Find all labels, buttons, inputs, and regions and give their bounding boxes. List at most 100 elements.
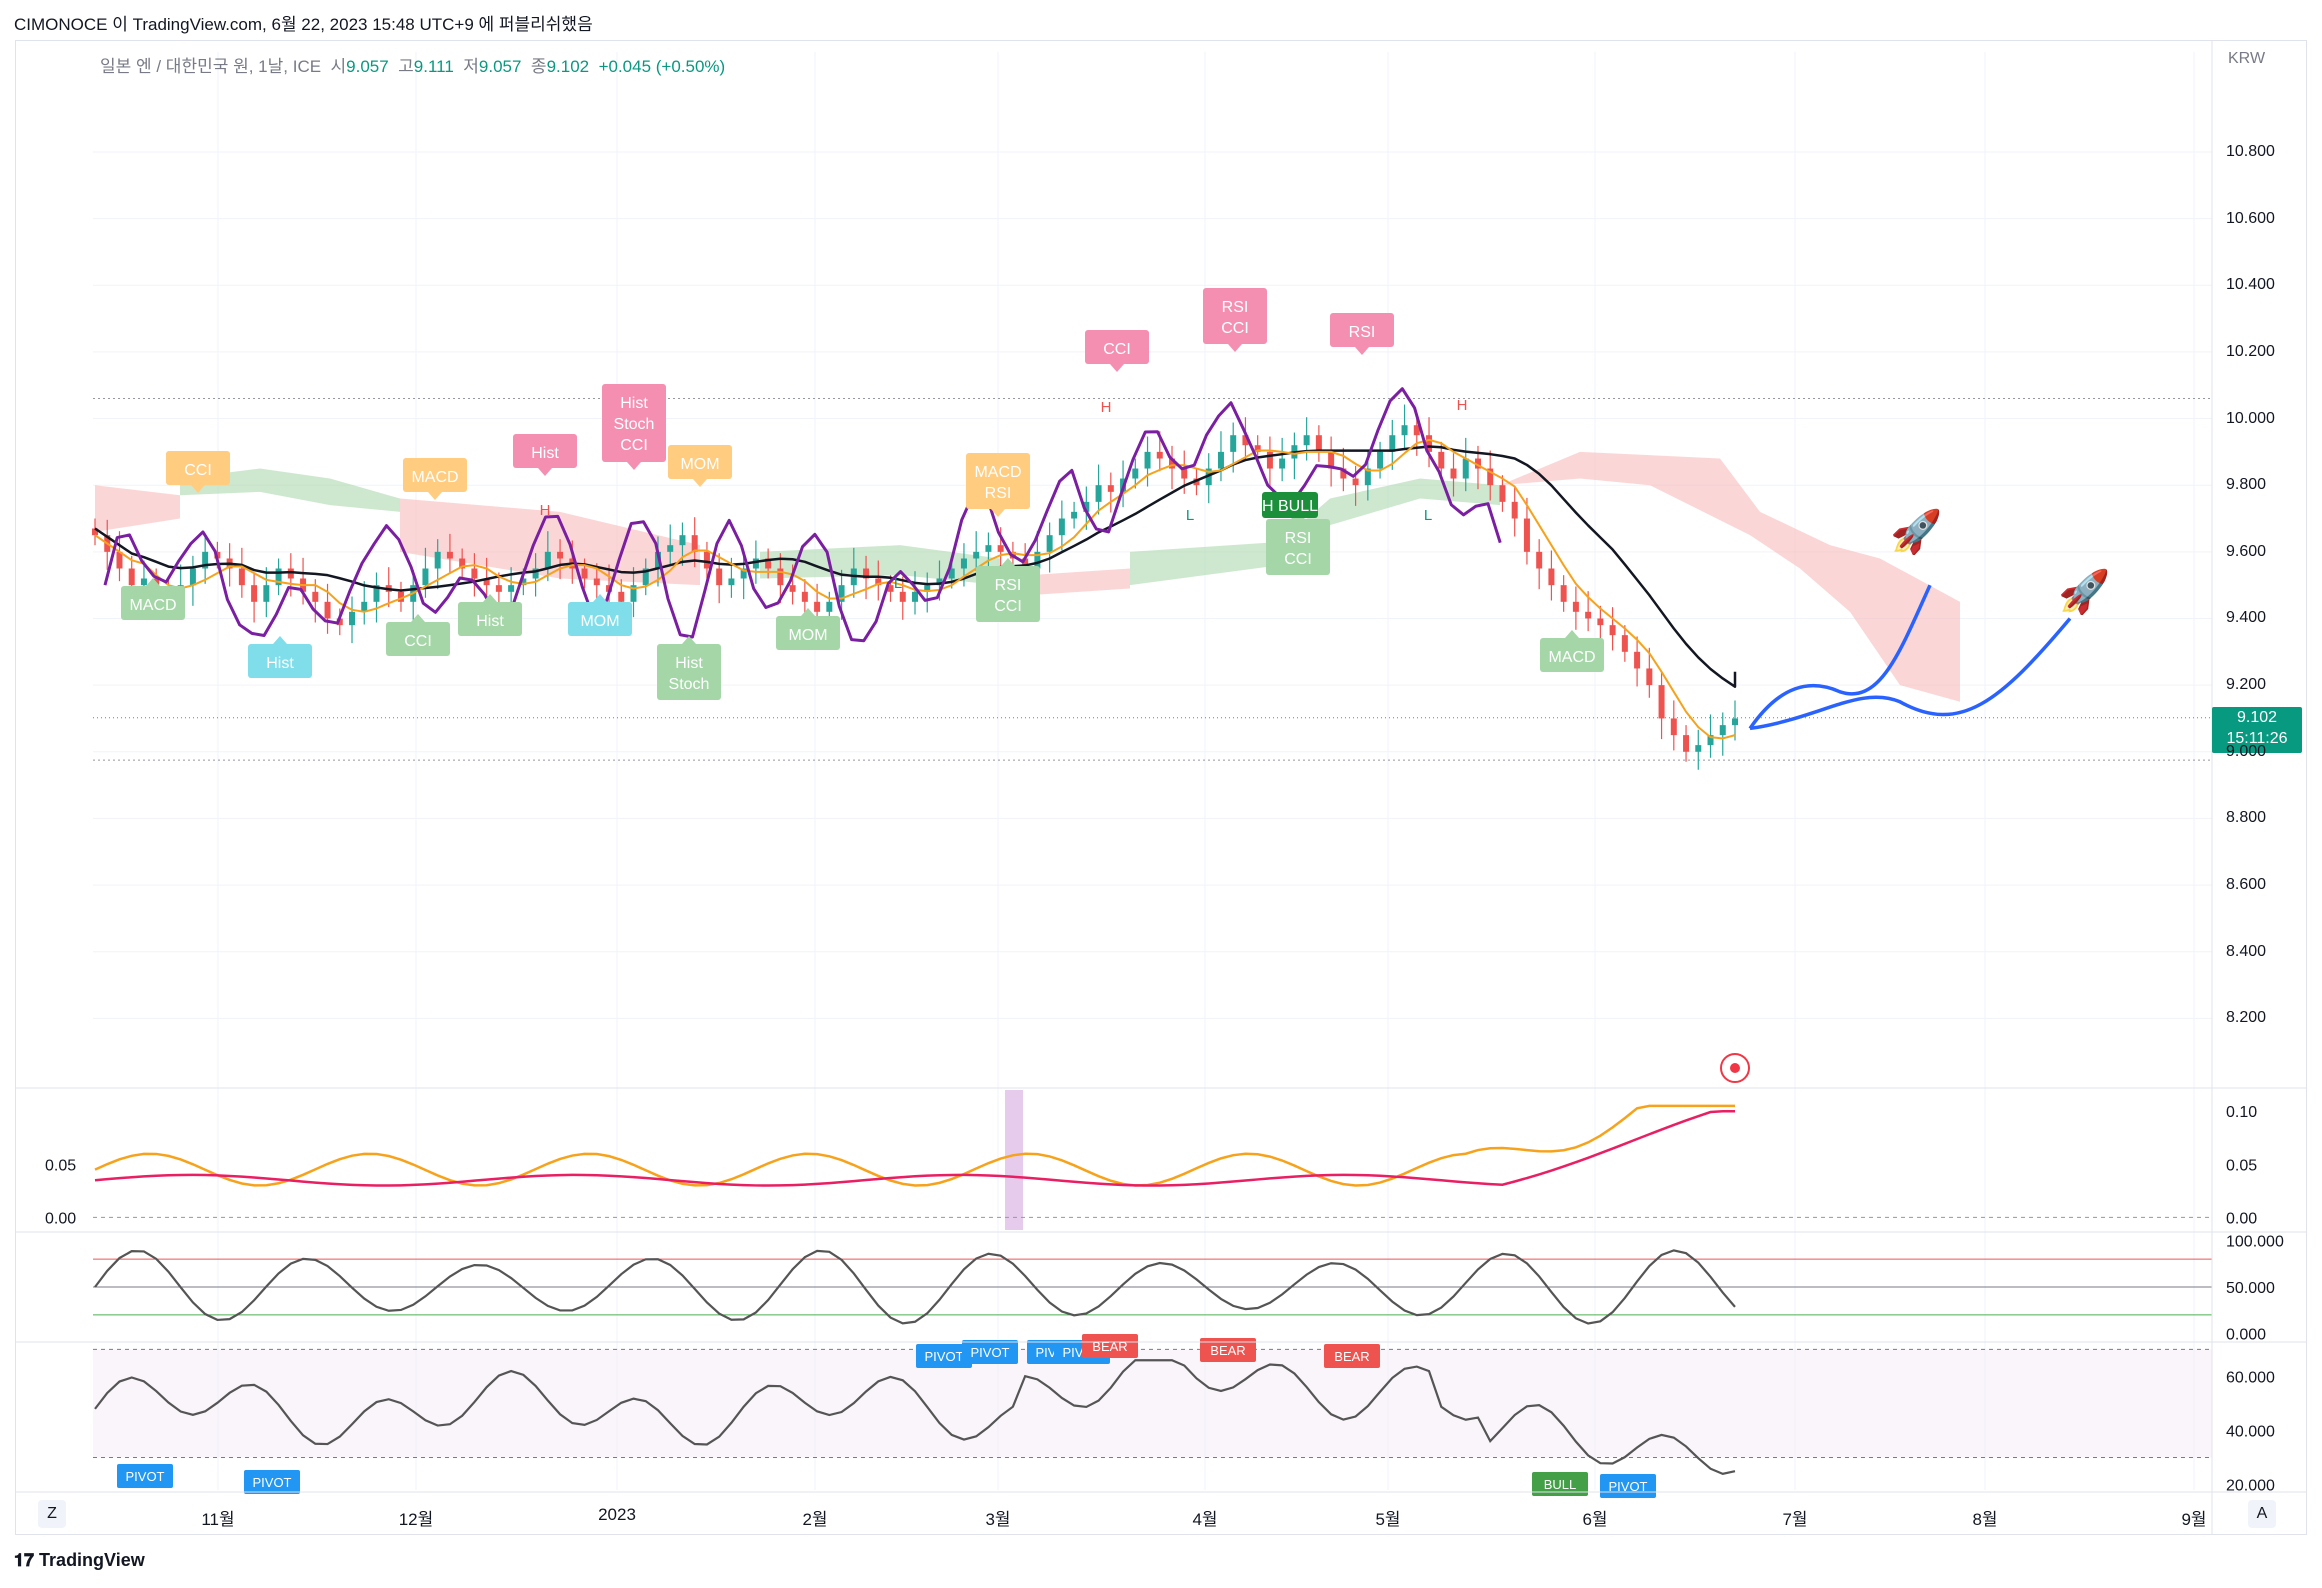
pivot-tag-text: PIVOT xyxy=(252,1475,291,1490)
signal-label-box xyxy=(568,602,632,636)
target-icon xyxy=(1720,1053,1750,1083)
signal-label-arrow xyxy=(428,492,442,500)
signal-label-arrow xyxy=(693,479,707,487)
candle-body xyxy=(1046,535,1053,552)
candle-body xyxy=(434,551,441,569)
logo-text: TradingView xyxy=(39,1550,145,1570)
projection-curve xyxy=(1748,584,1932,730)
candle-body xyxy=(1266,451,1273,469)
candle-body xyxy=(1169,458,1176,469)
candle-body xyxy=(1523,518,1530,552)
candle-body xyxy=(324,601,331,619)
time-tick-label: 12월 xyxy=(398,1510,434,1529)
candle-body xyxy=(1621,635,1628,652)
signal-label-arrow xyxy=(682,636,696,644)
candle-body xyxy=(446,551,453,559)
pivot-tag-box xyxy=(1082,1334,1138,1358)
hl-mark: L xyxy=(894,575,902,592)
signal-label-arrow xyxy=(273,636,287,644)
signal-label-arrow xyxy=(411,614,425,622)
pivot-tag-box xyxy=(117,1464,173,1488)
signal-label-box xyxy=(121,586,185,620)
price-tick-label: 8.800 xyxy=(2226,809,2267,827)
tradingview-logo-icon: 𝟏𝟕 TradingView xyxy=(14,1550,145,1571)
pivot-tag-text: BULL xyxy=(1544,1477,1577,1492)
signal-label-arrow xyxy=(801,608,815,616)
pivot-tag-text: BEAR xyxy=(1092,1339,1127,1354)
time-tick-label: 2월 xyxy=(802,1510,828,1529)
panel2-tick-label: 50.000 xyxy=(2226,1280,2275,1297)
candle-body xyxy=(1217,451,1224,469)
symbol-info: 일본 엔 / 대한민국 원, 1날, ICE 시9.057 고9.111 저9.… xyxy=(100,52,725,77)
candle-body xyxy=(312,591,319,602)
panel1-left-tick-label: 0.00 xyxy=(45,1210,76,1227)
rsi-band xyxy=(93,1349,2212,1458)
signal-label-text: RSI xyxy=(995,577,1022,594)
panel2-tick-label: 0.000 xyxy=(2226,1326,2266,1343)
candle-body xyxy=(899,591,906,602)
hl-mark: H xyxy=(1101,399,1112,416)
chikou-line xyxy=(103,387,1502,643)
candle-body xyxy=(1181,468,1188,479)
candle-body xyxy=(1254,445,1261,452)
candle-body xyxy=(1315,435,1322,452)
time-tick-label: 3월 xyxy=(985,1510,1011,1529)
candle-body xyxy=(1095,485,1102,502)
horizontal-levels xyxy=(93,398,2212,761)
candle-body xyxy=(1438,451,1445,469)
candle-body xyxy=(740,568,747,579)
price-tick-label: 9.800 xyxy=(2226,476,2267,494)
signal-label-text: Hist xyxy=(266,655,294,672)
hl-mark: H xyxy=(1457,397,1468,414)
candle-body xyxy=(1548,568,1555,586)
candle-body xyxy=(238,568,245,586)
signal-label-box xyxy=(776,616,840,650)
candle-body xyxy=(1230,435,1237,452)
timezone-button[interactable]: Z xyxy=(38,1500,66,1528)
signal-label-box xyxy=(1266,519,1330,575)
signal-label-box xyxy=(458,602,522,636)
candle-body xyxy=(985,545,992,552)
candle-body xyxy=(1132,468,1139,479)
candle-body xyxy=(336,618,343,626)
candle-body xyxy=(1670,718,1677,736)
candlesticks xyxy=(92,404,1738,770)
panel2-tick-label: 100.000 xyxy=(2226,1234,2284,1251)
signal-label-arrow xyxy=(1001,558,1015,566)
auto-scale-button[interactable]: A xyxy=(2248,1500,2276,1528)
candle-body xyxy=(373,585,380,602)
price-tick-label: 9.400 xyxy=(2226,609,2267,627)
candle-body xyxy=(924,585,931,592)
signal-label-text: Hist xyxy=(620,395,648,412)
candle-body xyxy=(1511,501,1518,519)
hl-mark: L xyxy=(1186,507,1194,524)
chart-frame[interactable] xyxy=(15,40,2307,1535)
signal-label-text: RSI xyxy=(1285,530,1312,547)
candle-body xyxy=(814,601,821,612)
signal-label-arrow xyxy=(1565,630,1579,638)
time-tick-label: 11월 xyxy=(201,1510,235,1529)
signal-label-arrow xyxy=(593,594,607,602)
signal-label-arrow xyxy=(627,462,641,470)
candle-body xyxy=(887,585,894,592)
candle-body xyxy=(1083,501,1090,512)
price-tick-label: 9.000 xyxy=(2226,742,2267,760)
signal-label-box xyxy=(386,622,450,656)
signal-label-box xyxy=(1330,313,1394,347)
signal-label-text: RSI xyxy=(1349,324,1376,341)
candle-body xyxy=(1695,745,1702,752)
candle-body xyxy=(1646,668,1653,686)
candle-body xyxy=(1536,551,1543,569)
price-tick-label: 10.400 xyxy=(2226,276,2275,294)
close-value: 9.102 xyxy=(546,57,590,76)
signal-label-box xyxy=(248,644,312,678)
candle-body xyxy=(1634,651,1641,669)
signal-label-arrow xyxy=(191,485,205,493)
hl-mark: L xyxy=(1424,507,1432,524)
candle-body xyxy=(691,535,698,552)
open-label: 시 xyxy=(330,57,347,76)
candle-body xyxy=(483,578,490,586)
close-label: 종 xyxy=(530,57,547,76)
candle-body xyxy=(912,591,918,602)
